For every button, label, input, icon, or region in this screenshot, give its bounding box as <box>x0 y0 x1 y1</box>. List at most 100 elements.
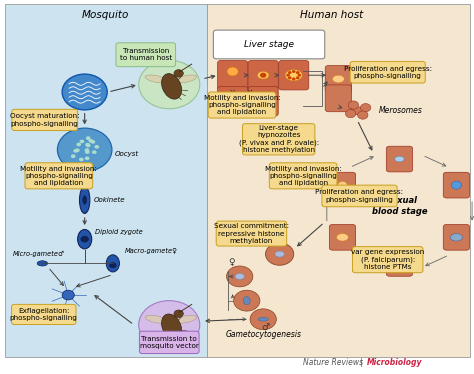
Circle shape <box>227 266 253 287</box>
Text: Exflagellation:
phospho-signalling: Exflagellation: phospho-signalling <box>10 308 78 321</box>
FancyBboxPatch shape <box>218 87 248 116</box>
Circle shape <box>62 74 107 110</box>
Text: Motility and invasion:
phospho-signalling
and lipidation: Motility and invasion: phospho-signallin… <box>204 95 281 115</box>
Circle shape <box>296 71 300 74</box>
FancyBboxPatch shape <box>213 30 325 59</box>
Ellipse shape <box>257 98 269 105</box>
FancyBboxPatch shape <box>248 61 278 90</box>
Circle shape <box>80 140 84 143</box>
Ellipse shape <box>37 261 47 266</box>
Text: |: | <box>360 358 365 367</box>
Circle shape <box>85 150 90 154</box>
Text: Motility and invasion:
phospho-signalling
and lipidation: Motility and invasion: phospho-signallin… <box>264 166 342 186</box>
Circle shape <box>288 71 292 74</box>
Text: ♂: ♂ <box>262 324 270 332</box>
Circle shape <box>73 149 78 153</box>
Text: Liver-stage
hypnozoites
(P. vivax and P. ovale):
histone methylation: Liver-stage hypnozoites (P. vivax and P.… <box>238 125 319 153</box>
FancyBboxPatch shape <box>116 43 175 67</box>
Text: Nature Reviews: Nature Reviews <box>303 358 363 367</box>
Ellipse shape <box>257 71 269 79</box>
Circle shape <box>397 260 400 262</box>
Circle shape <box>89 139 93 142</box>
Circle shape <box>71 154 75 158</box>
FancyBboxPatch shape <box>216 221 287 246</box>
Circle shape <box>401 264 403 267</box>
FancyBboxPatch shape <box>386 146 412 172</box>
Circle shape <box>451 181 462 189</box>
Circle shape <box>234 290 260 311</box>
Ellipse shape <box>275 251 284 257</box>
Circle shape <box>402 262 405 264</box>
Circle shape <box>338 181 347 189</box>
Ellipse shape <box>395 156 404 162</box>
Circle shape <box>394 261 397 263</box>
Circle shape <box>109 262 117 268</box>
Text: Human host: Human host <box>300 10 363 20</box>
Circle shape <box>85 143 90 147</box>
Circle shape <box>288 76 292 79</box>
Text: var gene expression
(P. falciparum):
histone PTMs: var gene expression (P. falciparum): his… <box>351 249 424 270</box>
Text: Merosomes: Merosomes <box>378 106 422 115</box>
Text: Transmission to
mosquito vector: Transmission to mosquito vector <box>140 336 199 349</box>
FancyBboxPatch shape <box>329 172 356 198</box>
Ellipse shape <box>175 75 197 83</box>
Ellipse shape <box>78 230 91 249</box>
Ellipse shape <box>82 195 87 205</box>
Circle shape <box>292 70 296 73</box>
Ellipse shape <box>258 318 268 321</box>
FancyBboxPatch shape <box>443 172 470 198</box>
Ellipse shape <box>175 315 197 323</box>
Circle shape <box>348 101 358 109</box>
Text: Motility and invasion:
phospho-signalling
and lipidation: Motility and invasion: phospho-signallin… <box>20 166 97 186</box>
FancyBboxPatch shape <box>329 224 356 250</box>
Circle shape <box>57 128 112 171</box>
FancyBboxPatch shape <box>350 61 425 83</box>
Circle shape <box>394 263 397 266</box>
Ellipse shape <box>80 187 90 214</box>
Text: Mosquito: Mosquito <box>82 10 129 20</box>
Bar <box>5 4 207 356</box>
FancyBboxPatch shape <box>248 87 278 116</box>
Ellipse shape <box>235 273 245 279</box>
Circle shape <box>139 301 200 349</box>
Circle shape <box>81 236 89 242</box>
FancyBboxPatch shape <box>12 109 78 131</box>
Circle shape <box>85 156 90 160</box>
Text: Transmission
to human host: Transmission to human host <box>119 48 172 61</box>
Circle shape <box>352 107 362 115</box>
Text: Gametocytogenesis: Gametocytogenesis <box>225 330 301 339</box>
Circle shape <box>292 77 296 80</box>
Circle shape <box>62 290 74 300</box>
Circle shape <box>94 145 99 149</box>
FancyBboxPatch shape <box>279 61 309 90</box>
Circle shape <box>227 67 238 76</box>
Ellipse shape <box>332 75 344 83</box>
Text: Diploid zygote: Diploid zygote <box>95 229 143 235</box>
Ellipse shape <box>162 314 182 340</box>
FancyBboxPatch shape <box>139 331 199 353</box>
Circle shape <box>92 150 97 154</box>
FancyBboxPatch shape <box>322 185 397 207</box>
Circle shape <box>174 70 183 77</box>
Circle shape <box>227 93 238 102</box>
Circle shape <box>86 136 91 140</box>
Text: Asexual
blood stage: Asexual blood stage <box>372 196 427 216</box>
FancyBboxPatch shape <box>325 65 352 92</box>
Circle shape <box>85 148 89 152</box>
FancyBboxPatch shape <box>353 246 423 273</box>
Circle shape <box>91 140 95 144</box>
Text: Macro-gamete♀: Macro-gamete♀ <box>125 248 178 254</box>
Circle shape <box>346 110 356 118</box>
Text: Proliferation and egress:
phospho-signalling: Proliferation and egress: phospho-signal… <box>316 189 403 203</box>
Text: Micro-gamete♂: Micro-gamete♂ <box>13 251 64 257</box>
Circle shape <box>358 111 368 119</box>
FancyBboxPatch shape <box>386 251 412 276</box>
Text: Oocyst maturation:
phospho-signalling: Oocyst maturation: phospho-signalling <box>10 113 80 126</box>
Circle shape <box>286 74 290 77</box>
Text: Microbiology: Microbiology <box>366 358 422 367</box>
Circle shape <box>360 104 371 112</box>
Circle shape <box>401 260 403 263</box>
Circle shape <box>296 76 300 79</box>
Ellipse shape <box>450 234 463 241</box>
Ellipse shape <box>285 70 302 81</box>
